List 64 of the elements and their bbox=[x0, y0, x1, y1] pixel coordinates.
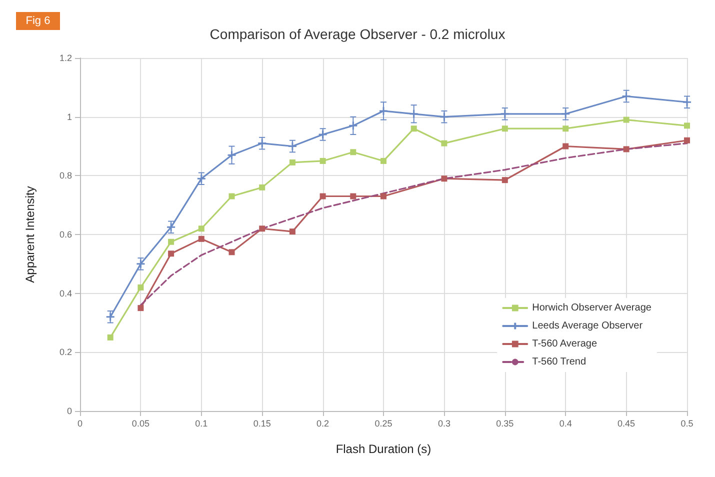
point bbox=[562, 126, 569, 132]
point bbox=[259, 184, 266, 190]
y-tick-label: 1 bbox=[66, 112, 72, 122]
point bbox=[168, 250, 174, 257]
point bbox=[441, 176, 448, 182]
point bbox=[441, 140, 448, 146]
point bbox=[623, 146, 630, 152]
point bbox=[107, 334, 114, 340]
point bbox=[320, 158, 326, 164]
point bbox=[350, 193, 356, 200]
x-tick-label: 0.3 bbox=[438, 418, 450, 428]
point bbox=[168, 238, 174, 245]
x-tick-label: 0 bbox=[77, 418, 83, 428]
y-tick-label: 0.2 bbox=[59, 347, 72, 358]
point bbox=[348, 120, 358, 130]
point bbox=[289, 159, 296, 166]
x-tick-label: 0.4 bbox=[559, 418, 572, 428]
point bbox=[257, 138, 267, 148]
point bbox=[622, 91, 632, 101]
point bbox=[562, 143, 569, 150]
x-axis-title: Flash Duration (s) bbox=[336, 442, 432, 456]
point bbox=[380, 158, 386, 164]
point bbox=[502, 177, 508, 184]
point bbox=[198, 226, 204, 232]
point bbox=[378, 106, 388, 116]
point bbox=[228, 193, 235, 200]
x-tick-label: 0.15 bbox=[253, 418, 271, 428]
point bbox=[684, 137, 690, 144]
point bbox=[350, 149, 356, 156]
x-tick-label: 0.45 bbox=[618, 418, 636, 428]
point bbox=[198, 236, 204, 242]
point bbox=[502, 126, 508, 132]
x-tick-label: 0.35 bbox=[496, 418, 514, 428]
point bbox=[138, 305, 144, 312]
x-tick-label: 0.05 bbox=[132, 418, 150, 428]
y-tick-label: 0.4 bbox=[59, 288, 72, 298]
point bbox=[227, 150, 236, 160]
point bbox=[289, 228, 296, 235]
point bbox=[288, 142, 298, 151]
y-tick-label: 0 bbox=[66, 406, 72, 416]
x-tick-label: 0.2 bbox=[316, 418, 330, 428]
point bbox=[138, 284, 144, 290]
point bbox=[684, 122, 690, 129]
point bbox=[380, 193, 386, 200]
point bbox=[410, 126, 417, 132]
y-axis-title: Apparent Intensity bbox=[23, 186, 37, 283]
legend-label: T-560 Average bbox=[532, 338, 598, 350]
legend-label: T-560 Trend bbox=[532, 356, 586, 368]
point bbox=[166, 222, 176, 232]
legend-label: Horwich Observer Average bbox=[532, 302, 652, 314]
x-tick-label: 0.5 bbox=[680, 418, 694, 428]
x-tick-label: 0.1 bbox=[195, 418, 208, 428]
y-tick-label: 0.8 bbox=[59, 170, 72, 181]
y-tick-label: 1.2 bbox=[59, 53, 72, 63]
x-tick-label: 0.25 bbox=[374, 418, 392, 428]
caption: Fig 6 bbox=[26, 15, 50, 27]
point bbox=[320, 193, 326, 200]
y-tick-label: 0.6 bbox=[59, 230, 72, 240]
point bbox=[228, 249, 235, 256]
chart-title: Comparison of Average Observer - 0.2 microlux bbox=[210, 26, 506, 42]
legend-label: Leeds Average Observer bbox=[532, 320, 644, 332]
point bbox=[259, 226, 266, 232]
point bbox=[623, 116, 630, 123]
point bbox=[409, 109, 419, 119]
